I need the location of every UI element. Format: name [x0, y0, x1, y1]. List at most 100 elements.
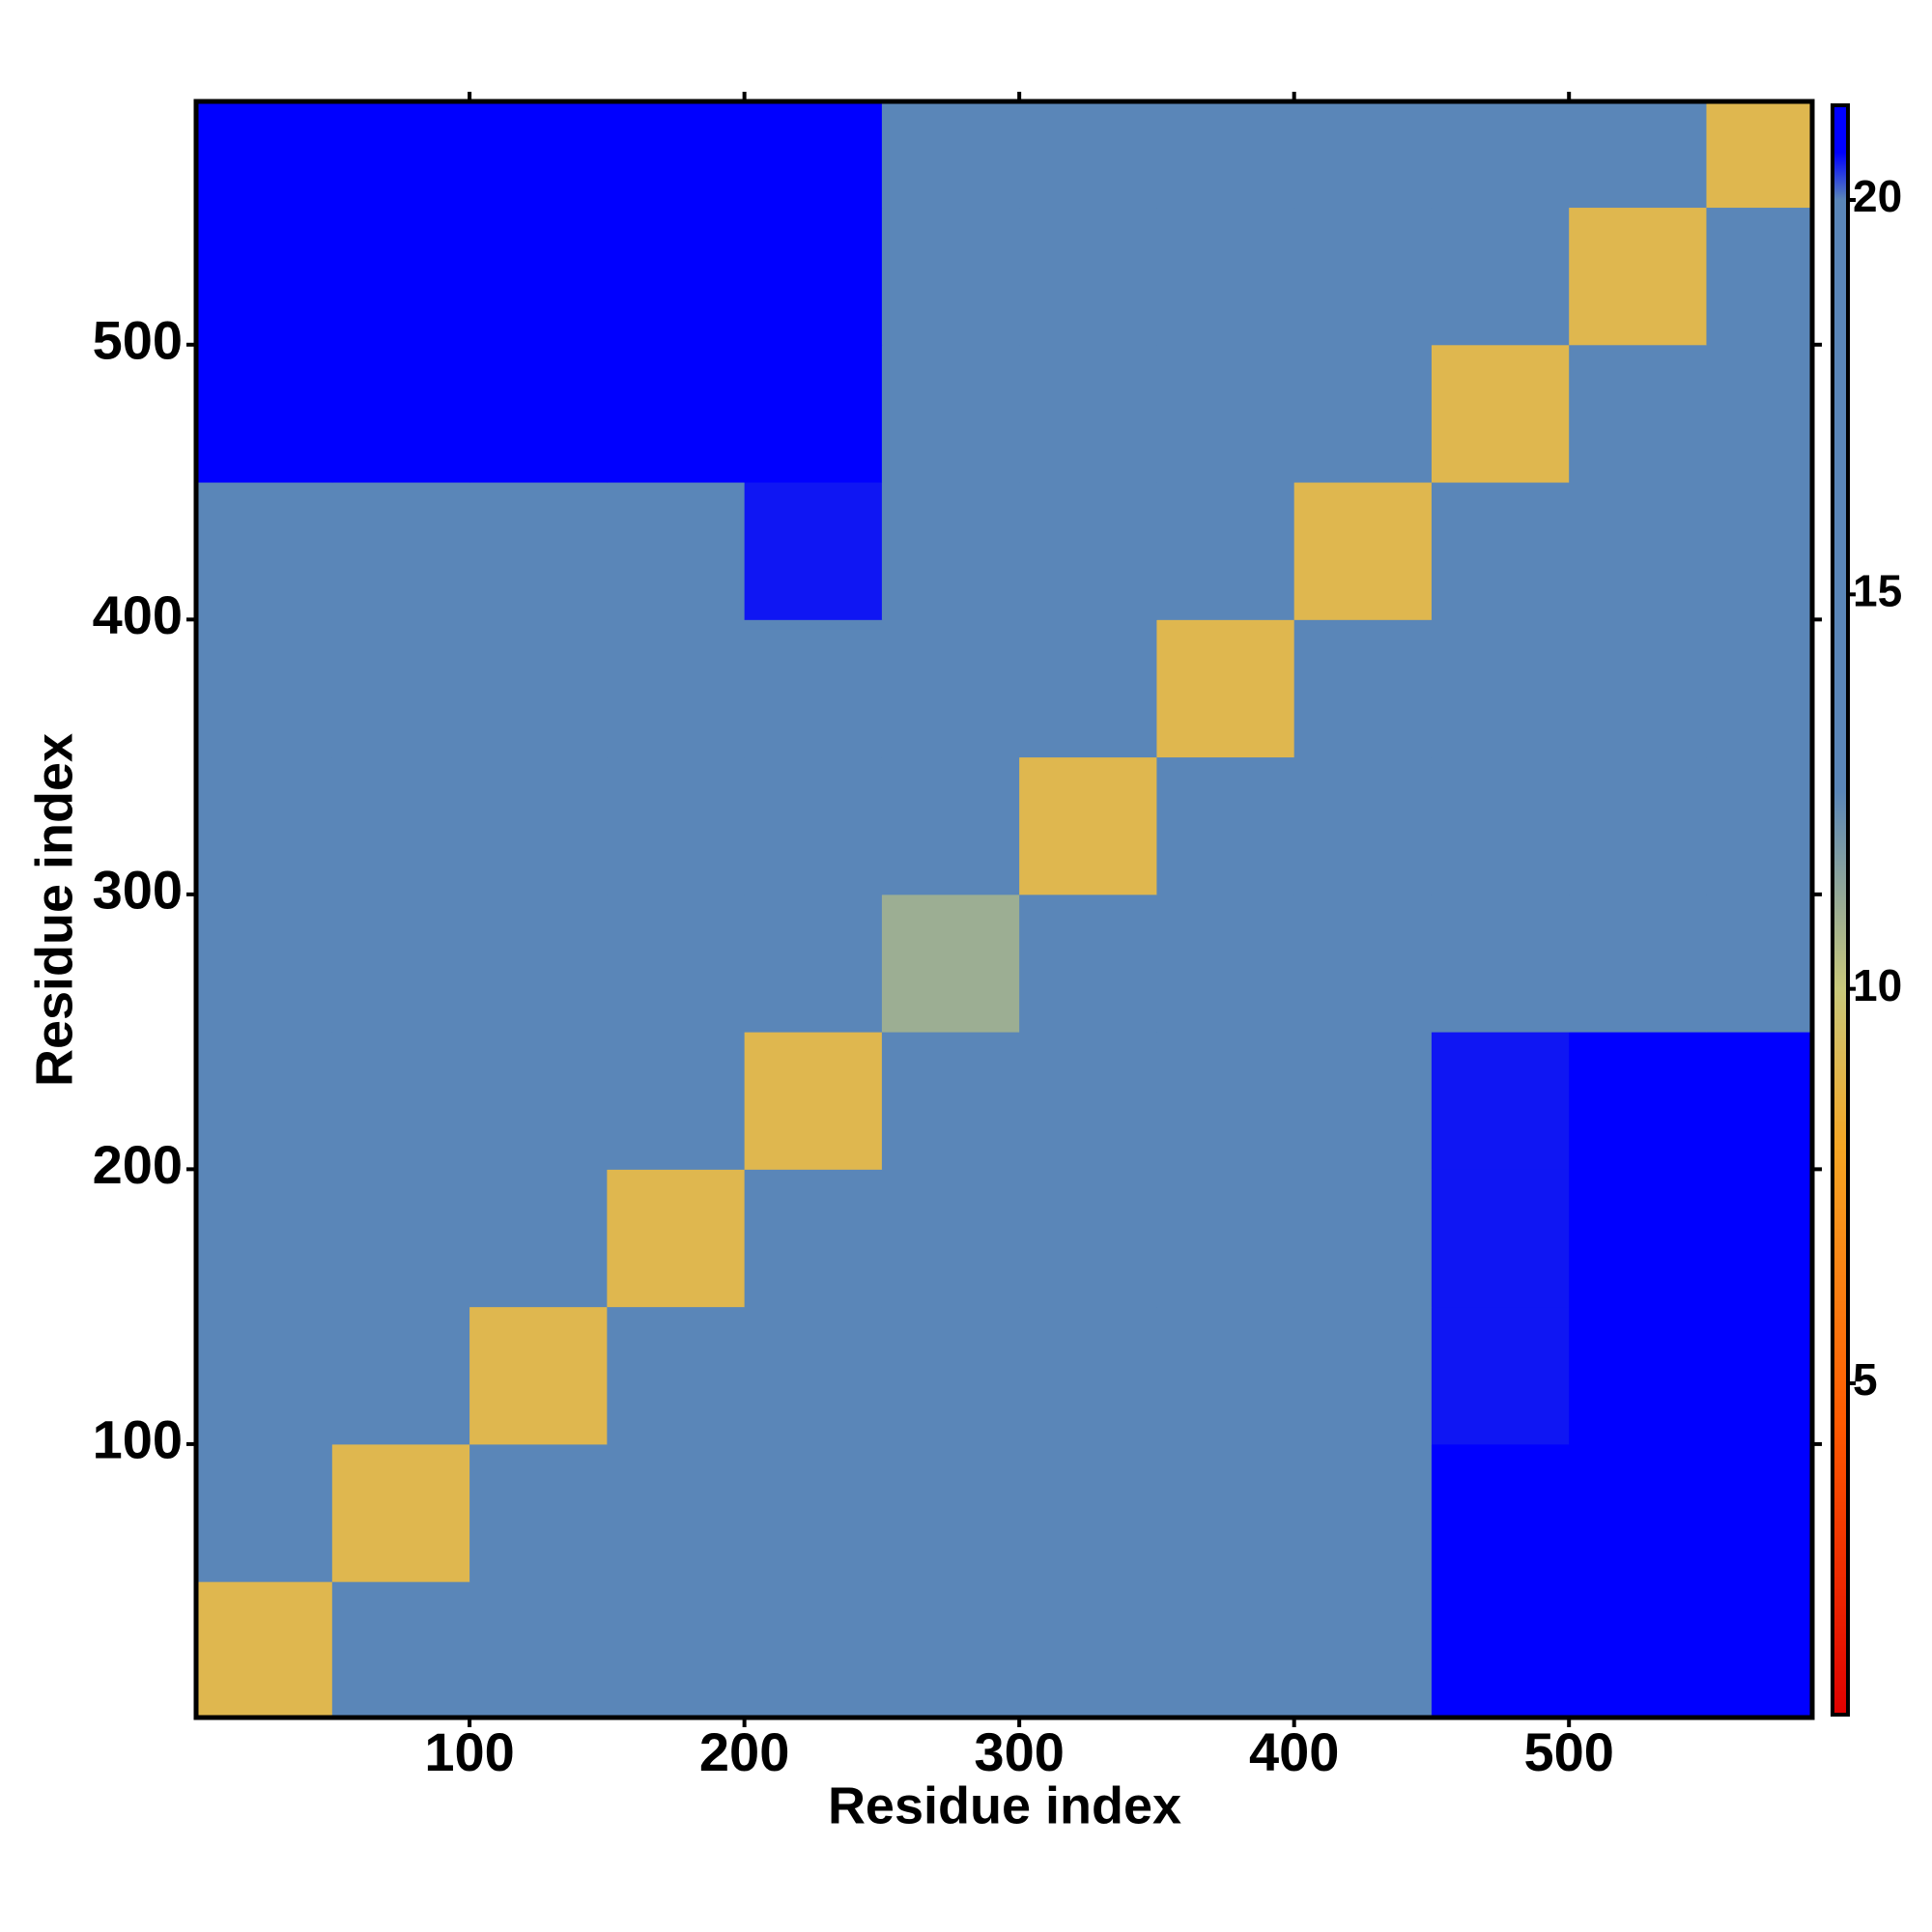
heatmap-cell	[331, 894, 470, 1033]
heatmap-cell	[1431, 1443, 1570, 1582]
heatmap-cell	[1019, 1581, 1157, 1719]
heatmap-cell	[1569, 1443, 1707, 1582]
heatmap-cell	[1569, 1169, 1707, 1308]
heatmap-cell	[1706, 1032, 1813, 1170]
heatmap-cell	[196, 1443, 333, 1582]
heatmap-cell	[1431, 207, 1570, 346]
heatmap-cell	[196, 1581, 333, 1719]
heatmap-cell	[1569, 1306, 1707, 1445]
heatmap-cell	[744, 1032, 883, 1170]
heatmap-cell	[469, 101, 608, 209]
heatmap-cell	[881, 619, 1020, 758]
heatmap-cell	[331, 756, 470, 895]
heatmap-cell	[744, 894, 883, 1033]
heatmap-cell	[1019, 894, 1157, 1033]
heatmap-cell	[607, 1032, 746, 1170]
heatmap-cell	[1431, 1169, 1570, 1308]
heatmap-cell	[331, 1032, 470, 1170]
heatmap-cell	[1293, 101, 1433, 209]
heatmap-cell	[1569, 207, 1707, 346]
heatmap-cell	[881, 207, 1020, 346]
heatmap-cell	[469, 207, 608, 346]
heatmap-cell	[881, 1169, 1020, 1308]
colorbar	[1831, 103, 1850, 1717]
heatmap-cell	[1156, 756, 1295, 895]
heatmap-cell	[1156, 894, 1295, 1033]
heatmap-cell	[469, 1443, 608, 1582]
heatmap-cell	[331, 1306, 470, 1445]
heatmap-cell	[1019, 1443, 1157, 1582]
heatmap-cell	[469, 1306, 608, 1445]
heatmap-cell	[744, 207, 883, 346]
heatmap-cell	[1156, 1306, 1295, 1445]
heatmap-cell	[1019, 619, 1157, 758]
heatmap-cell	[331, 1443, 470, 1582]
heatmap-cell	[1431, 756, 1570, 895]
heatmap-cell	[744, 482, 883, 620]
heatmap-cell	[331, 1581, 470, 1719]
heatmap-cell	[196, 482, 333, 620]
heatmap-cell	[331, 482, 470, 620]
x-tick-label: 400	[1249, 1721, 1339, 1782]
heatmap-cell	[1019, 1169, 1157, 1308]
heatmap-cell	[1293, 482, 1433, 620]
heatmap-cell	[1019, 344, 1157, 483]
plot-frame	[193, 99, 1815, 1720]
y-tick-label: 100	[93, 1409, 183, 1470]
colorbar-tick-label: 5	[1853, 1354, 1878, 1405]
colorbar-tick-label: 15	[1853, 565, 1902, 615]
x-tick-label: 100	[424, 1721, 514, 1782]
heatmap-cell	[1706, 894, 1813, 1033]
heatmap-cell	[1431, 101, 1570, 209]
heatmap-cell	[881, 344, 1020, 483]
heatmap-cell	[744, 1306, 883, 1445]
heatmap-cell	[1431, 619, 1570, 758]
heatmap-cell	[881, 756, 1020, 895]
heatmap-cell	[196, 1306, 333, 1445]
heatmap-cell	[469, 1581, 608, 1719]
colorbar-tick-label: 10	[1853, 960, 1902, 1010]
heatmap-cell	[469, 1169, 608, 1308]
heatmap-cell	[331, 101, 470, 209]
heatmap-cell	[881, 1306, 1020, 1445]
heatmap-cell	[331, 619, 470, 758]
heatmap-cell	[196, 344, 333, 483]
heatmap-cell	[1019, 756, 1157, 895]
heatmap-cell	[744, 1581, 883, 1719]
heatmap-cell	[1569, 619, 1707, 758]
heatmap-cell	[881, 1581, 1020, 1719]
heatmap-cell	[1431, 482, 1570, 620]
heatmap-cell	[469, 1032, 608, 1170]
heatmap-cell	[1706, 1169, 1813, 1308]
heatmap-cell	[1019, 1032, 1157, 1170]
heatmap-cell	[607, 1306, 746, 1445]
heatmap-cell	[1293, 1306, 1433, 1445]
heatmap-cell	[331, 344, 470, 483]
heatmap-cell	[607, 756, 746, 895]
heatmap-cell	[1706, 344, 1813, 483]
heatmap-cell	[744, 1443, 883, 1582]
heatmap-cell	[881, 894, 1020, 1033]
y-tick-label: 400	[93, 584, 183, 645]
heatmap-cell	[1706, 1443, 1813, 1582]
heatmap-cell	[881, 482, 1020, 620]
heatmap-cell	[1156, 1032, 1295, 1170]
heatmap-cell	[607, 1443, 746, 1582]
heatmap-cell	[1156, 1169, 1295, 1308]
heatmap-cell	[1431, 1581, 1570, 1719]
y-tick-label: 500	[93, 310, 183, 371]
heatmap-cell	[1156, 619, 1295, 758]
heatmap-cell	[744, 1169, 883, 1308]
heatmap-cell	[1019, 482, 1157, 620]
x-tick-label: 200	[699, 1721, 789, 1782]
x-tick-label: 500	[1523, 1721, 1613, 1782]
colorbar-tick-label: 20	[1853, 171, 1902, 221]
heatmap-cell	[1156, 482, 1295, 620]
heatmap-cell	[196, 756, 333, 895]
heatmap-cell	[196, 619, 333, 758]
heatmap-cell	[469, 344, 608, 483]
heatmap-cell	[1431, 894, 1570, 1033]
heatmap-cell	[1293, 756, 1433, 895]
heatmap-cell	[1706, 1306, 1813, 1445]
